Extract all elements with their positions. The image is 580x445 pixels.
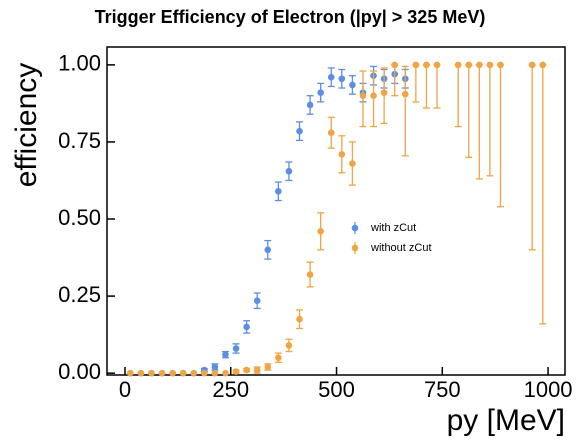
point: [232, 368, 240, 375]
point: [391, 61, 399, 69]
point: [359, 92, 367, 100]
point: [222, 351, 229, 358]
error-bar: [422, 64, 430, 109]
point: [243, 366, 250, 374]
error-bar: [528, 64, 536, 251]
point: [338, 150, 346, 158]
point: [370, 92, 377, 100]
point: [317, 89, 324, 96]
point: [317, 228, 324, 235]
point: [528, 61, 536, 69]
y-tick-label: 0.25: [58, 282, 101, 307]
point: [137, 369, 145, 377]
point: [338, 75, 346, 83]
point: [169, 369, 176, 377]
error-bar: [454, 64, 462, 128]
error-bar: [486, 64, 494, 177]
legend-label: without zCut: [370, 242, 432, 254]
error-bar: [412, 64, 420, 103]
error-bar: [401, 65, 409, 157]
point: [423, 61, 430, 69]
point: [285, 167, 293, 175]
point: [401, 90, 409, 98]
error-bar: [465, 64, 473, 159]
point: [158, 369, 166, 377]
point: [253, 297, 261, 305]
point: [243, 323, 250, 331]
point: [264, 246, 272, 254]
point: [126, 369, 134, 377]
legend-marker: [351, 224, 359, 232]
y-tick-label: 0.00: [58, 359, 101, 384]
point: [296, 127, 303, 135]
point: [327, 129, 335, 136]
point: [306, 101, 314, 109]
point: [380, 89, 388, 96]
y-tick-label: 0.75: [58, 128, 101, 153]
x-tick-label: 0: [119, 377, 131, 402]
point: [201, 369, 208, 377]
point: [539, 61, 547, 69]
point: [190, 369, 198, 377]
point: [296, 315, 303, 323]
point: [433, 61, 441, 69]
point: [454, 61, 462, 69]
legend-marker: [351, 244, 359, 252]
point: [349, 160, 356, 167]
point: [327, 73, 335, 81]
point: [148, 369, 155, 377]
chart-title: Trigger Efficiency of Electron (|py| > 3…: [95, 7, 486, 27]
point: [497, 61, 504, 69]
x-tick-label: 1000: [524, 377, 573, 402]
x-tick-label: 750: [424, 377, 461, 402]
point: [253, 366, 261, 374]
point: [275, 354, 282, 362]
point: [211, 369, 219, 377]
point: [349, 81, 356, 89]
point: [285, 342, 293, 349]
x-axis-label: py [MeV]: [447, 404, 565, 437]
point: [306, 271, 314, 278]
plot-frame: [106, 46, 566, 376]
legend-label: with zCut: [370, 222, 416, 234]
point: [275, 187, 282, 195]
point: [465, 61, 473, 69]
point: [179, 369, 187, 377]
error-bar: [496, 64, 504, 208]
error-bar: [475, 64, 483, 180]
x-tick-label: 500: [318, 377, 355, 402]
point: [476, 61, 483, 69]
y-axis-label: efficiency: [10, 63, 43, 188]
point: [264, 363, 272, 371]
point: [486, 61, 494, 69]
x-tick-label: 250: [212, 377, 249, 402]
error-bar: [433, 64, 441, 109]
y-tick-label: 1.00: [58, 51, 101, 76]
point: [222, 369, 229, 377]
error-bar: [539, 64, 547, 325]
error-bar: [391, 64, 399, 97]
y-tick-label: 0.50: [58, 205, 101, 230]
point: [232, 345, 240, 352]
point: [412, 61, 420, 69]
point: [211, 363, 219, 371]
